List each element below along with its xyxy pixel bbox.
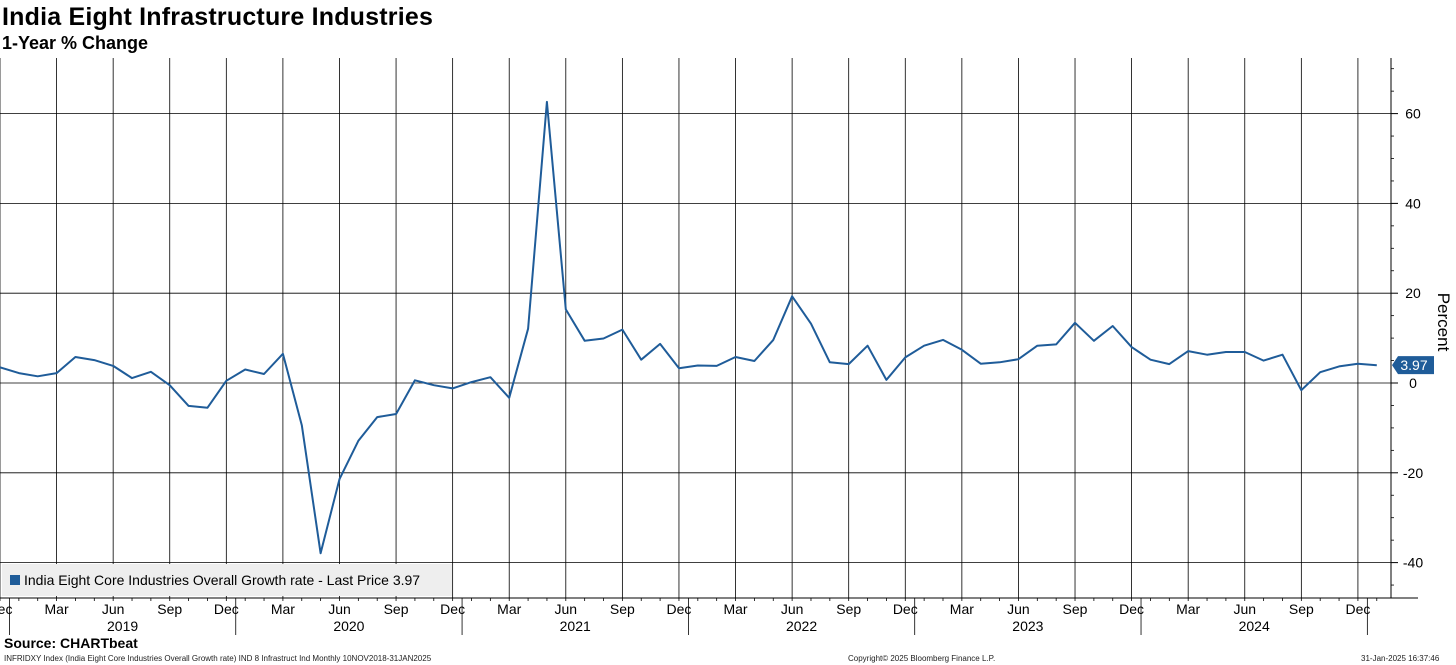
x-tick-label: Dec <box>1345 601 1370 617</box>
x-tick-label: Dec <box>1119 601 1144 617</box>
y-tick-label: 0 <box>1409 375 1417 391</box>
x-tick-label: Mar <box>950 601 974 617</box>
x-tick-label: Jun <box>1233 601 1256 617</box>
y-tick-label: 60 <box>1405 106 1421 122</box>
x-tick-label: Dec <box>214 601 239 617</box>
x-tick-label: Mar <box>1176 601 1200 617</box>
x-tick-label: Jun <box>102 601 125 617</box>
year-label: 2023 <box>1012 618 1043 634</box>
legend-swatch <box>10 575 20 585</box>
x-tick-label: Jun <box>555 601 578 617</box>
y-tick-label: -40 <box>1403 555 1423 571</box>
year-label: 2024 <box>1239 618 1270 634</box>
footer-timestamp: 31-Jan-2025 16:37:46 <box>1361 654 1440 663</box>
year-label: 2021 <box>560 618 591 634</box>
y-tick-label: -20 <box>1403 465 1423 481</box>
x-tick-label: Sep <box>610 601 635 617</box>
x-tick-label: Jun <box>781 601 804 617</box>
year-label: 2022 <box>786 618 817 634</box>
x-tick-label: Dec <box>893 601 918 617</box>
chart-title: India Eight Infrastructure Industries <box>2 3 434 31</box>
last-price-label: 3.97 <box>1400 357 1427 373</box>
x-tick-label: Dec <box>440 601 465 617</box>
x-tick-label: Sep <box>1063 601 1088 617</box>
x-tick-label: Dec <box>667 601 692 617</box>
y-tick-label: 20 <box>1405 285 1421 301</box>
x-tick-label: Mar <box>723 601 747 617</box>
x-tick-label: Sep <box>1289 601 1314 617</box>
grid <box>0 58 1391 598</box>
y-axis-title: Percent <box>1434 293 1453 352</box>
x-tick-label: Sep <box>384 601 409 617</box>
x-tick-label: Mar <box>497 601 521 617</box>
last-price-badge <box>1392 356 1434 375</box>
x-tick-label: Dec <box>0 601 12 617</box>
x-tick-label: Jun <box>328 601 351 617</box>
footer-copyright: Copyright© 2025 Bloomberg Finance L.P. <box>848 654 996 663</box>
year-label: 2019 <box>107 618 138 634</box>
footer-index-info: INFRIDXY Index (India Eight Core Industr… <box>4 654 432 663</box>
x-tick-label: Mar <box>271 601 295 617</box>
legend: India Eight Core Industries Overall Grow… <box>2 564 452 596</box>
value-labels: 3.97 <box>1392 356 1434 375</box>
x-tick-label: Mar <box>45 601 69 617</box>
axes: -40 -20 0 20 40 60 Dec Mar Jun Sep Dec Mar Jun Sep Dec… <box>0 58 1453 635</box>
year-label: 2020 <box>333 618 364 634</box>
x-tick-label: Jun <box>1007 601 1030 617</box>
legend-label: India Eight Core Industries Overall Grow… <box>24 572 421 588</box>
source-note: Source: CHARTbeat <box>4 635 138 651</box>
x-tick-label: Sep <box>836 601 861 617</box>
x-tick-label: Sep <box>157 601 182 617</box>
y-tick-label: 40 <box>1405 195 1421 211</box>
series <box>0 100 1377 555</box>
series-line <box>0 100 1377 555</box>
chart-subtitle: 1-Year % Change <box>2 33 149 53</box>
